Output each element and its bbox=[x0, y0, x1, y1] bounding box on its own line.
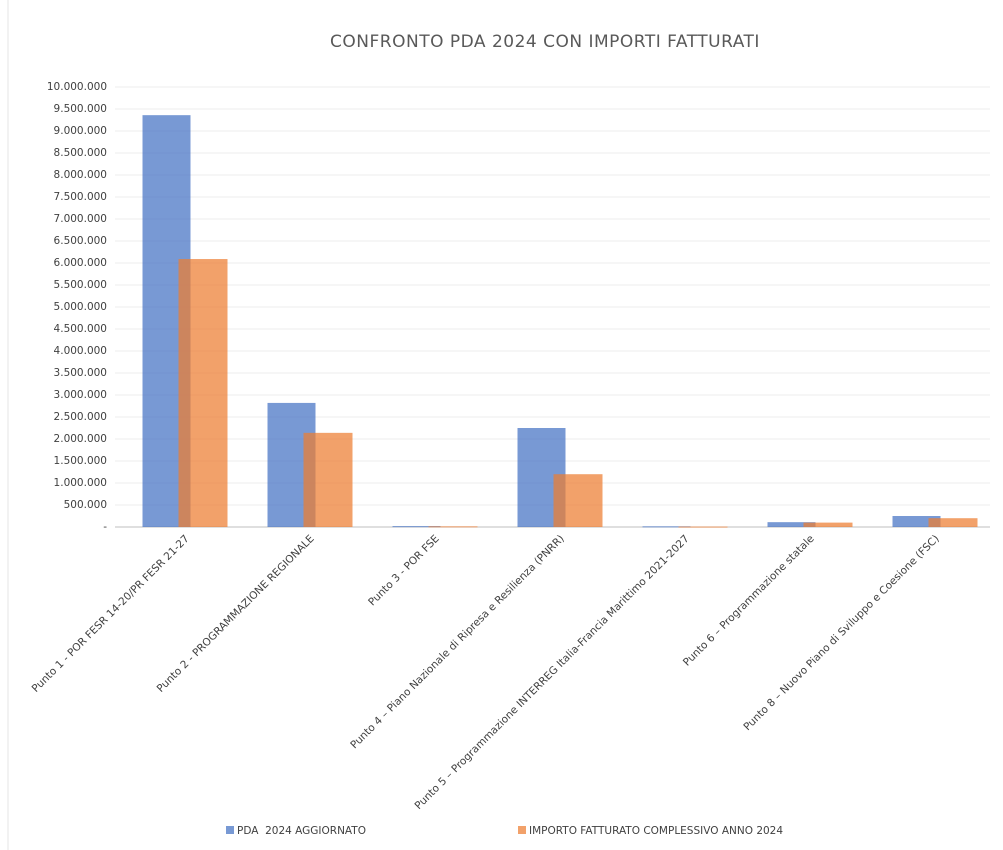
y-tick-label: 6.500.000 bbox=[54, 235, 107, 247]
y-tick-label: 7.500.000 bbox=[54, 191, 107, 203]
y-tick-label: 6.000.000 bbox=[54, 257, 107, 269]
y-tick-label: 5.500.000 bbox=[54, 279, 107, 291]
bar bbox=[178, 259, 228, 527]
chart-title: CONFRONTO PDA 2024 CON IMPORTI FATTURATI bbox=[330, 32, 760, 52]
bar bbox=[642, 526, 691, 528]
y-tick-label: 1.500.000 bbox=[54, 455, 107, 467]
y-tick-label: 10.000.000 bbox=[47, 81, 107, 93]
y-tick-label: 5.000.000 bbox=[54, 301, 107, 313]
legend-label: PDA 2024 AGGIORNATO bbox=[237, 825, 366, 837]
y-tick-label: 500.000 bbox=[64, 499, 107, 511]
bar bbox=[678, 526, 728, 528]
legend-swatch bbox=[226, 826, 234, 834]
y-tick-label: 3.000.000 bbox=[54, 389, 107, 401]
y-tick-label: - bbox=[103, 521, 107, 533]
y-tick-label: 7.000.000 bbox=[54, 213, 107, 225]
bar bbox=[803, 522, 853, 527]
bar bbox=[767, 522, 816, 527]
legend-swatch bbox=[518, 826, 526, 834]
y-tick-label: 1.000.000 bbox=[54, 477, 107, 489]
y-tick-label: 8.000.000 bbox=[54, 169, 107, 181]
y-tick-label: 2.000.000 bbox=[54, 433, 107, 445]
bar bbox=[392, 526, 441, 528]
y-tick-label: 4.000.000 bbox=[54, 345, 107, 357]
y-tick-label: 9.500.000 bbox=[54, 103, 107, 115]
bar bbox=[928, 518, 978, 527]
y-tick-label: 3.500.000 bbox=[54, 367, 107, 379]
bar bbox=[303, 432, 353, 527]
y-tick-label: 2.500.000 bbox=[54, 411, 107, 423]
y-tick-label: 4.500.000 bbox=[54, 323, 107, 335]
bar bbox=[892, 516, 941, 527]
y-tick-label: 8.500.000 bbox=[54, 147, 107, 159]
legend-label: IMPORTO FATTURATO COMPLESSIVO ANNO 2024 bbox=[529, 825, 783, 837]
bar bbox=[553, 474, 603, 527]
bar bbox=[428, 526, 478, 528]
y-tick-label: 9.000.000 bbox=[54, 125, 107, 137]
